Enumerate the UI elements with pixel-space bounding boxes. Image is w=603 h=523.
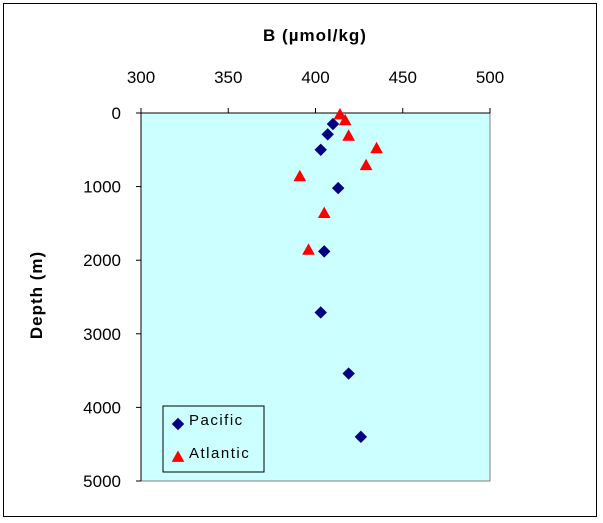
legend-label-atlantic: Atlantic xyxy=(189,445,250,462)
point-atlantic xyxy=(370,141,383,154)
point-pacific xyxy=(326,117,340,131)
legend-label-pacific: Pacific xyxy=(189,412,244,429)
x-tick-label: 450 xyxy=(389,68,417,87)
point-pacific xyxy=(331,181,345,195)
x-tick-label: 500 xyxy=(476,68,504,87)
y-tick-label: 1000 xyxy=(83,178,121,197)
point-atlantic xyxy=(302,243,315,255)
x-tick-label: 300 xyxy=(127,68,155,87)
y-tick-label: 4000 xyxy=(83,398,121,417)
y-tick-label: 0 xyxy=(112,104,121,123)
point-pacific xyxy=(342,367,355,380)
legend: Pacific Atlantic xyxy=(162,405,265,473)
x-axis-label: B (µmol/kg) xyxy=(263,26,367,45)
y-tick-label: 5000 xyxy=(83,472,121,491)
point-atlantic xyxy=(342,129,356,141)
x-tick-label: 350 xyxy=(214,68,242,87)
point-atlantic xyxy=(359,158,373,171)
point-pacific xyxy=(354,430,368,444)
point-atlantic xyxy=(293,169,307,182)
legend-marker-pacific xyxy=(171,417,185,431)
point-atlantic xyxy=(338,113,352,126)
y-axis-label: Depth (m) xyxy=(27,251,46,339)
point-pacific xyxy=(321,128,334,141)
series-pacific xyxy=(314,117,368,444)
y-tick-label: 3000 xyxy=(83,325,121,344)
series-atlantic xyxy=(293,107,383,255)
legend-marker-atlantic xyxy=(171,450,185,462)
point-pacific xyxy=(314,143,327,157)
y-tick-label: 2000 xyxy=(83,251,121,270)
x-tick-label: 400 xyxy=(301,68,329,87)
point-atlantic xyxy=(317,206,331,218)
point-pacific xyxy=(318,245,331,258)
point-atlantic xyxy=(333,107,347,120)
data-marks xyxy=(293,107,383,444)
point-pacific xyxy=(314,306,327,319)
